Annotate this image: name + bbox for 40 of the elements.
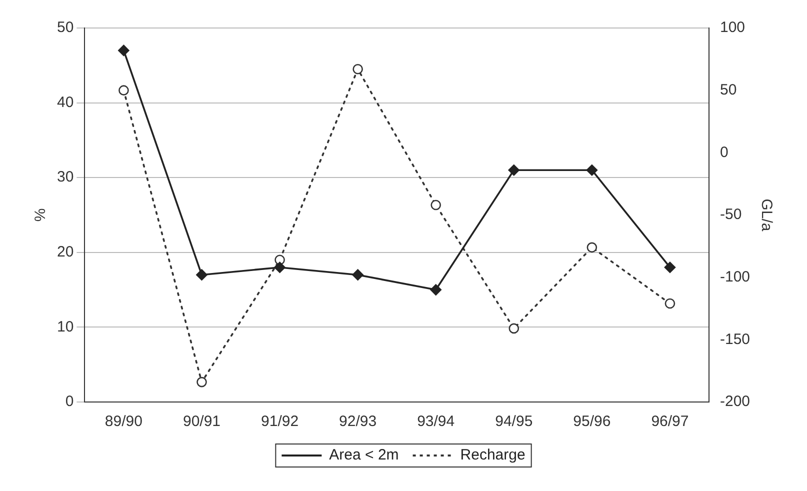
point — [118, 85, 129, 96]
x-tick-label: 95/96 — [573, 413, 611, 430]
y2-tick-label: 0 — [720, 144, 728, 161]
legend-label: Area < 2m — [329, 446, 399, 464]
point — [430, 200, 441, 210]
y-tick-label: 10 — [56, 318, 74, 336]
y2-axis-title: GL/a — [758, 198, 775, 232]
point — [430, 284, 442, 296]
x-tick-label: 93/94 — [417, 413, 455, 430]
y-tick-label: 20 — [56, 244, 74, 261]
y-tick-label: 50 — [56, 19, 74, 36]
x-tick-label: 94/95 — [495, 413, 533, 430]
point — [586, 242, 598, 253]
x-tick-label: 90/91 — [182, 413, 221, 430]
x-tick-label: 89/90 — [104, 413, 142, 430]
point — [664, 298, 676, 309]
x-tick-label: 91/92 — [261, 413, 299, 430]
point — [274, 262, 286, 274]
y-tick-label: 40 — [56, 94, 74, 111]
y2-tick-label: -50 — [720, 206, 742, 224]
point — [508, 323, 520, 334]
y2-tick-label: 50 — [720, 81, 737, 98]
point — [508, 164, 520, 176]
y2-tick-label: 100 — [720, 19, 746, 36]
point — [196, 376, 207, 388]
legend-label: Recharge — [460, 446, 526, 464]
y2-tick-label: -100 — [720, 268, 750, 286]
y-tick-label: 0 — [65, 393, 74, 410]
point — [352, 64, 363, 74]
point — [118, 44, 130, 56]
point — [352, 269, 364, 280]
y2-tick-label: -150 — [720, 330, 750, 348]
x-tick-label: 96/97 — [651, 413, 689, 430]
point — [586, 164, 598, 176]
y-axis-title: % — [32, 208, 50, 222]
point — [664, 262, 676, 274]
point — [196, 269, 208, 280]
y-tick-label: 30 — [56, 168, 74, 186]
x-tick-label: 92/93 — [339, 413, 377, 430]
y2-tick-label: -200 — [720, 393, 750, 410]
